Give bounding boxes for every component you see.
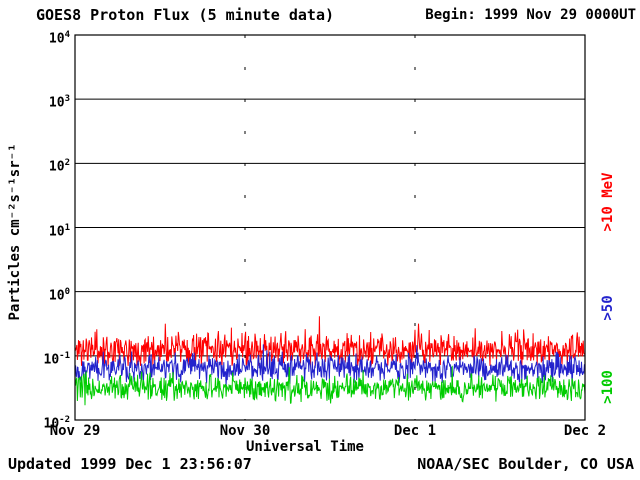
updated-timestamp: Updated 1999 Dec 1 23:56:07 <box>8 455 252 473</box>
x-tick-label: Nov 29 <box>49 423 101 439</box>
y-tick-label: 102 <box>48 158 70 175</box>
plot-frame <box>74 34 586 421</box>
y-tick-label: 103 <box>48 94 70 111</box>
credit-label: NOAA/SEC Boulder, CO USA <box>417 455 634 473</box>
x-axis-label: Universal Time <box>245 439 364 455</box>
y-tick-label: 100 <box>48 286 70 303</box>
chart-title: GOES8 Proton Flux (5 minute data) <box>36 6 335 24</box>
y-tick-label: 10-2 <box>43 415 71 432</box>
y-axis-label: Particles cm⁻²s⁻¹sr⁻¹ <box>7 143 23 321</box>
x-tick-label: Nov 30 <box>219 423 271 439</box>
y-tick-label: 101 <box>48 222 70 239</box>
begin-timestamp: Begin: 1999 Nov 29 0000UT <box>425 7 636 23</box>
flux-series-50 <box>74 344 586 387</box>
y-tick-label: 10-1 <box>43 350 71 368</box>
series-label: >10 MeV <box>600 172 616 232</box>
x-tick-label: Dec 1 <box>393 423 437 439</box>
series-label: >50 <box>600 295 616 321</box>
x-tick-label: Dec 2 <box>563 423 607 439</box>
y-tick-label: 104 <box>48 30 70 47</box>
flux-series-100 <box>74 365 586 406</box>
series-label: >100 <box>600 370 616 404</box>
